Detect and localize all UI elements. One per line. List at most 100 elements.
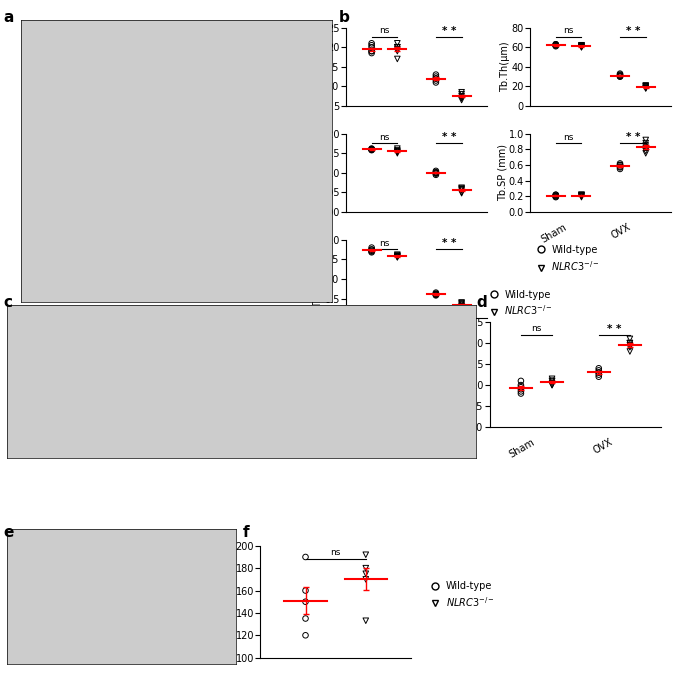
Text: ns: ns [564, 132, 574, 142]
Y-axis label: Tb.SP (mm): Tb.SP (mm) [497, 144, 507, 201]
Point [576, 41, 587, 52]
Point [430, 289, 441, 300]
Point [392, 144, 403, 155]
Point [300, 552, 311, 563]
Point [430, 288, 441, 299]
Point [593, 369, 604, 380]
Point [430, 77, 441, 88]
Point [430, 167, 441, 178]
Point [456, 185, 467, 196]
Point [640, 134, 651, 145]
Point [576, 40, 587, 51]
Point [360, 563, 371, 574]
Point [392, 42, 403, 53]
Y-axis label: Tb.Th(μm): Tb.Th(μm) [500, 41, 510, 92]
Point [640, 146, 651, 157]
Point [547, 374, 558, 384]
Point [547, 380, 558, 391]
Legend: Wild-type, $NLRC3^{-/-}$: Wild-type, $NLRC3^{-/-}$ [488, 290, 553, 317]
Point [430, 289, 441, 300]
Y-axis label: Tb.N(1/mm): Tb.N(1/mm) [313, 250, 323, 308]
Point [300, 613, 311, 624]
Point [392, 251, 403, 262]
Point [366, 144, 377, 155]
Point [550, 189, 561, 200]
Text: ns: ns [564, 26, 574, 35]
Text: ns: ns [379, 26, 390, 35]
Point [392, 54, 403, 64]
Point [640, 83, 651, 94]
Point [360, 574, 371, 584]
Point [614, 70, 625, 81]
Point [515, 376, 526, 386]
Point [640, 140, 651, 151]
Point [515, 382, 526, 393]
Point [366, 144, 377, 155]
Text: ns: ns [532, 323, 542, 332]
Point [456, 187, 467, 198]
Point [430, 71, 441, 82]
Y-axis label: No. of TRAP+ cells/ wells: No. of TRAP+ cells/ wells [224, 541, 234, 662]
Point [366, 144, 377, 155]
Point [430, 73, 441, 84]
Point [593, 372, 604, 382]
Point [614, 71, 625, 82]
Point [576, 191, 587, 202]
Text: c: c [3, 295, 12, 310]
Point [392, 146, 403, 157]
Point [614, 161, 625, 172]
Point [550, 40, 561, 51]
Point [456, 297, 467, 308]
Point [392, 252, 403, 262]
Point [392, 38, 403, 49]
Text: * *: * * [442, 239, 456, 248]
Point [360, 568, 371, 579]
Text: f: f [243, 525, 250, 540]
Point [515, 380, 526, 391]
Point [366, 244, 377, 255]
Text: ns: ns [379, 132, 390, 142]
Point [593, 367, 604, 378]
Y-axis label: OC surface/bone surface (%): OC surface/bone surface (%) [457, 304, 466, 445]
Point [430, 290, 441, 301]
Text: e: e [3, 525, 14, 540]
Point [366, 245, 377, 256]
Point [392, 44, 403, 55]
Text: ns: ns [379, 239, 390, 247]
Point [456, 89, 467, 100]
Point [456, 91, 467, 102]
Point [547, 380, 558, 391]
Point [625, 346, 636, 357]
Point [614, 68, 625, 79]
Point [430, 165, 441, 176]
Point [366, 40, 377, 51]
Point [550, 192, 561, 203]
Point [640, 148, 651, 159]
Point [392, 146, 403, 157]
Point [392, 146, 403, 157]
Point [430, 170, 441, 180]
Point [300, 630, 311, 641]
Text: * *: * * [625, 132, 640, 142]
Point [366, 47, 377, 58]
Point [392, 45, 403, 56]
Point [430, 287, 441, 298]
Point [430, 167, 441, 178]
Point [360, 549, 371, 560]
Point [430, 167, 441, 178]
Point [456, 300, 467, 311]
Point [430, 73, 441, 84]
Point [392, 42, 403, 53]
Point [456, 93, 467, 104]
Text: b: b [339, 10, 350, 25]
Point [300, 597, 311, 607]
Point [392, 148, 403, 159]
Point [456, 184, 467, 195]
Point [550, 40, 561, 51]
Point [625, 342, 636, 353]
Point [593, 365, 604, 376]
Point [515, 384, 526, 395]
Point [456, 298, 467, 308]
Point [456, 299, 467, 310]
Point [456, 301, 467, 312]
